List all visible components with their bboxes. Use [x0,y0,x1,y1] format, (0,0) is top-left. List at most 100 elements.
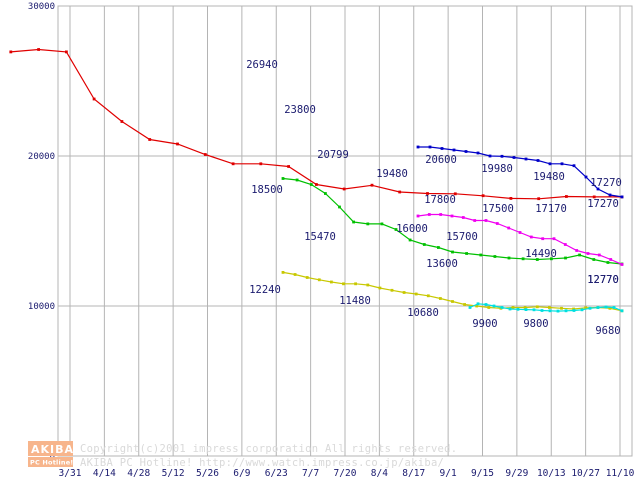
data-value-label: 17170 [535,203,567,215]
data-point-marker [548,306,551,309]
y-tick-label: 30000 [28,2,55,12]
series-cyan [468,302,624,313]
data-point-marker [608,306,612,310]
data-point-marker [317,278,321,282]
data-point-marker [560,306,563,310]
data-point-marker [479,253,483,257]
data-point-marker [523,306,527,309]
data-point-marker [309,183,313,186]
x-tick-label: 5/12 [162,468,185,479]
data-point-marker [476,151,480,155]
data-point-marker [295,178,299,182]
data-point-marker [492,304,496,308]
data-point-marker [426,192,429,195]
data-value-label: 16000 [396,223,428,235]
data-point-marker [148,138,152,141]
data-point-marker [305,276,309,279]
data-point-marker [330,280,333,284]
data-point-marker [540,309,544,312]
data-point-marker [596,187,600,191]
x-tick-label: 9/15 [471,468,494,479]
data-value-label: 20799 [317,149,349,161]
y-tick-label: 20000 [28,152,55,162]
data-point-marker [535,305,539,309]
data-point-marker [427,213,431,216]
data-point-marker [408,238,412,242]
data-point-marker [563,243,567,246]
data-value-label: 14490 [525,248,557,260]
data-value-label: 13600 [426,258,458,270]
logo-bottom-box [28,457,73,467]
series-olive [281,271,624,313]
data-point-marker [507,226,511,230]
data-point-marker [439,297,442,300]
series-line [418,146,623,198]
data-value-label: 20600 [425,154,457,166]
data-point-marker [402,291,406,294]
data-point-marker [293,273,297,276]
data-point-marker [584,175,588,179]
data-value-label: 17270 [590,177,622,189]
y-tick-label: 10000 [28,302,55,312]
data-point-marker [366,283,370,287]
logo-top-box [28,441,73,456]
x-tick-label: 11/10 [606,468,635,479]
data-point-marker [536,159,540,162]
data-point-marker [493,255,497,258]
x-tick-label: 10/27 [571,468,600,479]
data-point-marker [488,154,492,158]
data-point-marker [437,246,440,249]
data-point-marker [597,253,601,257]
series-red [9,48,624,201]
data-point-marker [537,197,541,201]
data-point-marker [452,148,456,152]
data-point-marker [508,307,512,311]
data-point-marker [592,195,596,199]
data-value-label: 12770 [587,274,619,286]
data-point-marker [511,306,515,309]
data-point-marker [428,145,432,149]
data-point-marker [484,303,488,306]
data-point-marker [572,164,576,168]
data-point-marker [481,194,485,198]
data-point-marker [620,309,624,313]
series-magenta [416,213,624,266]
data-point-marker [9,50,13,54]
logo-text-akiba: AKIBA [31,443,74,456]
plot-border [57,5,633,457]
data-point-marker [65,50,68,54]
data-point-marker [414,292,418,296]
data-point-marker [426,294,430,298]
data-point-marker [231,162,235,166]
data-point-marker [586,252,590,255]
data-point-marker [390,288,394,292]
data-value-label: 19980 [481,163,513,175]
data-point-marker [416,214,420,218]
data-point-marker [495,222,499,225]
data-value-label: 17270 [587,198,619,210]
data-point-marker [584,306,588,310]
data-value-label: 9900 [472,318,497,330]
data-point-marker [338,205,341,209]
data-point-marker [453,192,457,196]
data-point-marker [521,257,525,261]
data-value-label: 17800 [424,194,456,206]
data-point-marker [529,235,533,239]
data-point-marker [507,256,511,260]
data-value-label: 9800 [523,318,548,330]
x-tick-label: 3/31 [59,468,82,479]
data-point-marker [516,307,520,311]
data-point-marker [354,282,357,286]
x-axis-tick-labels: 3/31 4/14 4/28 5/12 5/26 6/9 6/23 7/7 7/20 8/4 8/1… [59,468,635,479]
data-point-marker [465,252,468,255]
data-point-marker [450,214,454,218]
data-point-marker [604,305,608,309]
data-point-marker [560,162,564,166]
plot-frame [57,5,633,457]
data-point-marker [541,237,545,241]
data-series-layer [9,48,624,313]
data-point-marker [606,261,610,264]
data-point-marker [548,309,552,313]
copyright-line-2: AKIBA PC Hotline! http://www.watch.impre… [80,457,444,469]
